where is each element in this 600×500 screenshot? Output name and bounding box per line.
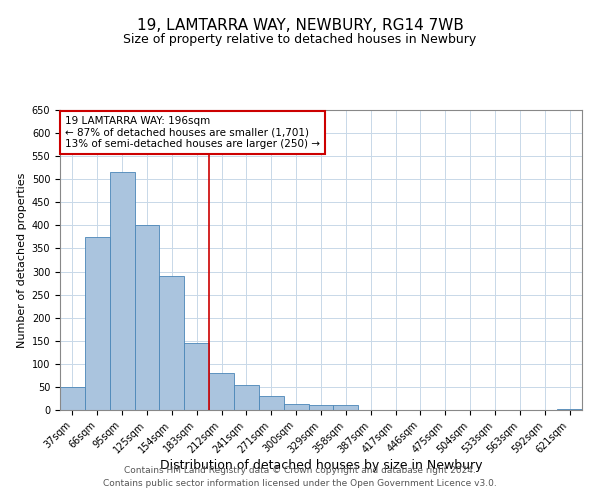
- Bar: [110, 172, 134, 410]
- X-axis label: Distribution of detached houses by size in Newbury: Distribution of detached houses by size …: [160, 459, 482, 472]
- Bar: [85, 237, 110, 410]
- Bar: [284, 404, 308, 410]
- Bar: [134, 226, 160, 410]
- Bar: [234, 384, 259, 410]
- Bar: [184, 343, 209, 410]
- Bar: [60, 387, 85, 410]
- Bar: [160, 276, 184, 410]
- Bar: [308, 406, 334, 410]
- Text: Size of property relative to detached houses in Newbury: Size of property relative to detached ho…: [124, 32, 476, 46]
- Text: Contains HM Land Registry data © Crown copyright and database right 2024.
Contai: Contains HM Land Registry data © Crown c…: [103, 466, 497, 487]
- Y-axis label: Number of detached properties: Number of detached properties: [17, 172, 28, 348]
- Bar: [209, 373, 234, 410]
- Text: 19 LAMTARRA WAY: 196sqm
← 87% of detached houses are smaller (1,701)
13% of semi: 19 LAMTARRA WAY: 196sqm ← 87% of detache…: [65, 116, 320, 149]
- Text: 19, LAMTARRA WAY, NEWBURY, RG14 7WB: 19, LAMTARRA WAY, NEWBURY, RG14 7WB: [137, 18, 463, 32]
- Bar: [557, 409, 582, 410]
- Bar: [259, 396, 284, 410]
- Bar: [334, 406, 358, 410]
